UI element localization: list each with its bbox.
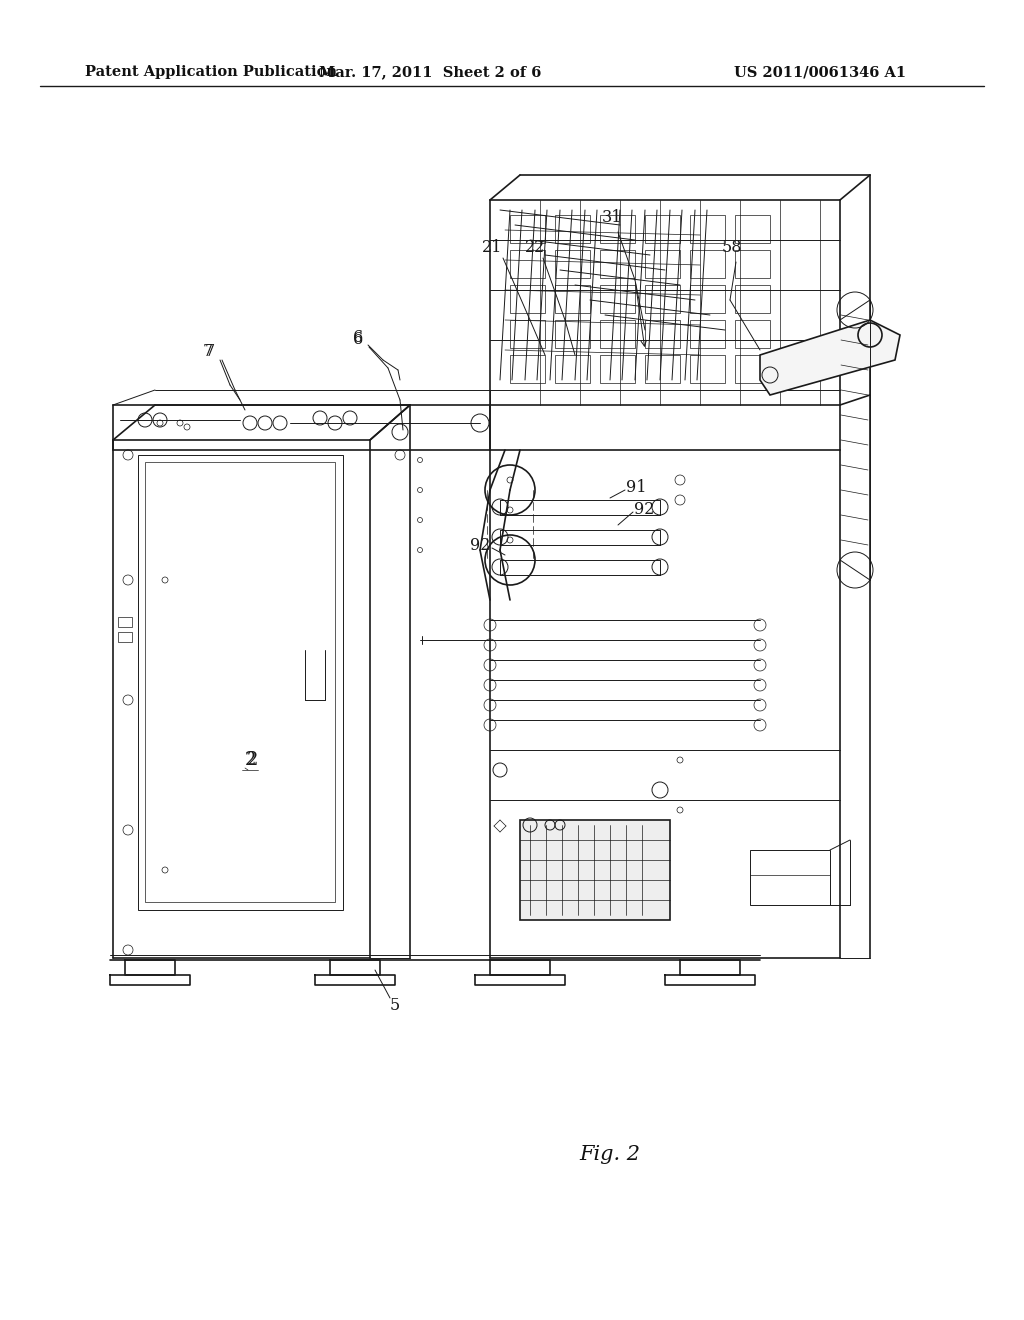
Bar xyxy=(690,319,725,348)
Bar xyxy=(510,285,545,313)
Polygon shape xyxy=(760,319,900,395)
Text: 5: 5 xyxy=(390,997,400,1014)
Bar xyxy=(520,820,670,920)
Bar xyxy=(645,285,680,313)
Bar xyxy=(555,319,590,348)
Bar xyxy=(735,319,770,348)
Bar xyxy=(600,249,635,279)
Bar xyxy=(555,249,590,279)
Bar xyxy=(600,319,635,348)
Text: 6: 6 xyxy=(353,331,364,348)
Text: 6: 6 xyxy=(353,330,364,346)
Text: 92: 92 xyxy=(470,536,490,553)
Bar xyxy=(510,215,545,243)
Text: Mar. 17, 2011  Sheet 2 of 6: Mar. 17, 2011 Sheet 2 of 6 xyxy=(318,65,542,79)
Bar xyxy=(690,355,725,383)
Bar xyxy=(645,355,680,383)
Bar xyxy=(735,249,770,279)
Bar xyxy=(555,215,590,243)
Text: 21: 21 xyxy=(482,239,502,256)
Bar xyxy=(750,850,830,906)
Text: Fig. 2: Fig. 2 xyxy=(580,1146,640,1164)
Bar xyxy=(510,319,545,348)
Text: 58: 58 xyxy=(722,239,742,256)
Bar xyxy=(510,355,545,383)
Bar xyxy=(600,215,635,243)
Bar xyxy=(600,285,635,313)
Bar xyxy=(735,285,770,313)
Text: 7: 7 xyxy=(203,343,213,360)
Bar xyxy=(645,215,680,243)
Text: Patent Application Publication: Patent Application Publication xyxy=(85,65,337,79)
Bar xyxy=(118,616,132,627)
Bar xyxy=(600,355,635,383)
Bar xyxy=(735,215,770,243)
Bar xyxy=(555,355,590,383)
Text: 92: 92 xyxy=(634,502,654,519)
Text: 22: 22 xyxy=(525,239,545,256)
Text: 7: 7 xyxy=(205,343,215,360)
Bar xyxy=(138,455,343,909)
Text: US 2011/0061346 A1: US 2011/0061346 A1 xyxy=(734,65,906,79)
Bar xyxy=(555,285,590,313)
Bar xyxy=(690,249,725,279)
Bar xyxy=(118,632,132,642)
Bar xyxy=(645,319,680,348)
Bar xyxy=(690,215,725,243)
Text: 2: 2 xyxy=(245,751,256,770)
Bar xyxy=(145,462,335,902)
Bar xyxy=(690,285,725,313)
Bar xyxy=(645,249,680,279)
Bar xyxy=(510,249,545,279)
Bar xyxy=(735,355,770,383)
Text: 2: 2 xyxy=(248,751,259,770)
Text: 31: 31 xyxy=(602,210,623,227)
Text: 91: 91 xyxy=(626,479,646,496)
